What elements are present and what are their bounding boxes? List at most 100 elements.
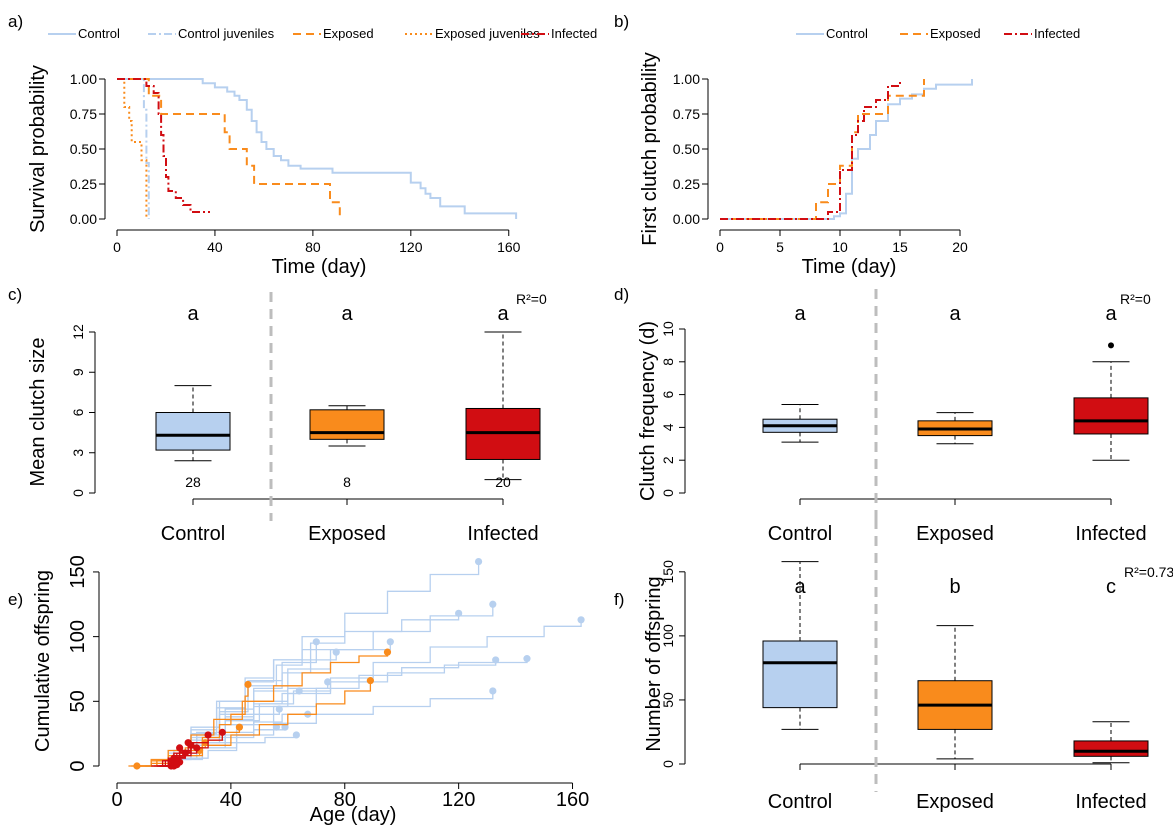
offspring-endpoint-control [577,616,585,624]
box-iqr [762,640,838,709]
offspring-endpoint-control [272,723,281,731]
r-squared-label: R²=0 [516,291,547,307]
y-tick-label: 6 [70,408,86,416]
x-axis-title: Time (day) [802,256,897,278]
y-tick-label: 150 [660,560,676,584]
box-infected: a 20 [465,303,541,490]
y-tick-label: 0.75 [70,106,97,122]
significance-letter: a [341,303,353,325]
x-tick-label: 0 [111,789,122,811]
significance-letter: a [949,303,961,325]
significance-letter: a [794,576,806,598]
y-tick-label: 2 [660,456,676,464]
y-axis: 0.00 0.25 0.50 0.75 1.00 First clutch probabi… [639,52,709,246]
sample-size-label: 28 [185,474,201,490]
y-tick-label: 8 [660,358,676,366]
x-tick-label: 5 [776,239,784,255]
x-tick-label: 80 [305,239,321,255]
offspring-endpoint-control [275,705,283,713]
y-tick-label: 0.25 [673,176,700,192]
y-tick-label: 150 [67,555,89,588]
offspring-endpoint-control [312,638,320,646]
x-tick-label: 40 [220,789,242,811]
y-axis-title: Mean clutch size [27,338,49,487]
x-tick-label: 120 [442,789,475,811]
offspring-endpoint-control [295,687,303,695]
offspring-endpoint-control [455,609,463,617]
y-tick-label: 0.00 [673,211,700,227]
offspring-curve-exposed [128,652,389,767]
offspring-endpoint-exposed [235,723,244,731]
x-tick-label: 20 [952,239,968,255]
y-tick-label: 10 [660,321,676,337]
x-tick-label: 120 [399,239,423,255]
box-exposed: a8 [309,303,385,490]
y-axis: 0 3 6 9 12 Mean clutch size [27,324,96,497]
box-infected: c [1073,576,1149,764]
offspring-endpoint-infected [204,731,212,739]
y-tick-label: 100 [67,620,89,653]
panel-a: a) 0 40 80 120 160 Time (day) 0.00 0.25 0.50 0.75 1… [8,12,597,278]
x-tick-label: Exposed [308,523,386,545]
panel-e: e) 0 50 100 150 Cumulative offspring 0 40 80 120 1… [8,555,589,826]
legend-entry: Control juveniles [178,26,275,41]
y-tick-label: 6 [660,390,676,398]
series-line-infected [117,78,210,213]
y-tick-label: 4 [660,423,676,431]
significance-letter: a [1105,303,1117,325]
y-tick-label: 1.00 [673,71,700,87]
offspring-endpoint-infected [218,728,226,736]
y-axis: 0 50 100 150 Cumulative offspring [32,555,100,772]
significance-letter: a [794,303,806,325]
significance-letter: c [1106,576,1116,598]
panel-label: f) [614,590,624,609]
x-tick-label: 40 [207,239,223,255]
box-exposed: a [917,303,993,445]
series-line-infected [720,79,901,220]
y-axis-title: Number of offspring [643,576,665,751]
offspring-endpoint-control [489,600,497,608]
y-tick-label: 9 [70,368,86,376]
legend-entry: Exposed juveniles [435,26,540,41]
x-axis-title: Age (day) [310,804,397,826]
y-tick-label: 1.00 [70,71,97,87]
y-tick-label: 100 [660,624,676,648]
legend: Control Control juveniles Exposed Exposed j… [48,26,597,41]
panel-c: c) 0 3 6 9 12 Mean clutch size Control Exposed In… [8,285,547,545]
offspring-curve-control [148,619,582,767]
y-tick-label: 0 [70,489,86,497]
outlier-point [1108,342,1114,349]
offspring-endpoint-infected [187,741,195,749]
offspring-endpoint-control [324,678,332,686]
offspring-endpoint-control [386,638,394,646]
x-tick-label: Control [161,523,225,545]
offspring-endpoint-control [474,557,483,566]
box-iqr [1073,397,1149,435]
y-tick-label: 0.50 [673,141,700,157]
x-axis: 0 5 10 15 20 Time (day) [716,229,968,278]
series-line-exposed [720,79,925,220]
y-tick-label: 50 [67,690,89,712]
offspring-endpoint-infected [176,744,184,752]
x-tick-label: 15 [892,239,908,255]
x-tick-label: Control [768,523,832,545]
y-axis: 0.00 0.25 0.50 0.75 1.00 Survival probability [27,65,106,233]
legend-entry: Control [78,26,120,41]
offspring-endpoint-exposed [366,677,374,685]
legend-entry: Control [826,26,868,41]
x-tick-label: 160 [556,789,589,811]
box-exposed: b [917,576,993,760]
x-axis: Control Exposed Infected [768,498,1147,545]
x-tick-label: 160 [497,239,521,255]
series-line-control [117,78,518,219]
legend-entry: Infected [551,26,597,41]
x-tick-label: 0 [113,239,121,255]
y-tick-label: 0.00 [70,211,97,227]
panel-label: a) [8,12,23,31]
y-tick-label: 0.25 [70,176,97,192]
panel-label: e) [8,590,23,609]
sample-size-label: 8 [343,474,351,490]
legend: Control Exposed Infected [796,26,1080,41]
